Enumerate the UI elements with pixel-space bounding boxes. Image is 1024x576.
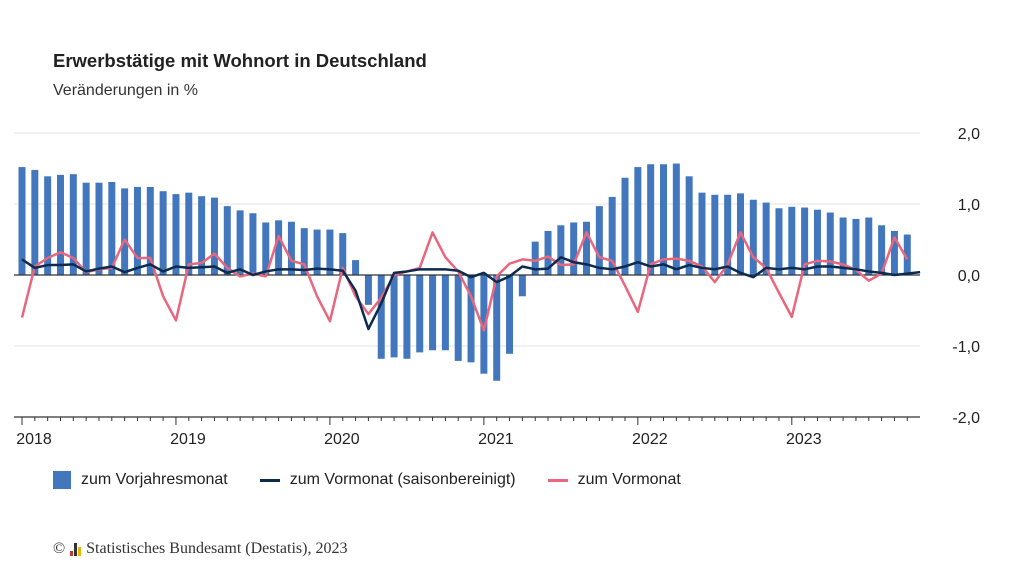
x-tick-label: 2023 [786,431,822,448]
chart-title: Erwerbstätige mit Wohnort in Deutschland [53,50,427,71]
bar [108,181,116,275]
bar [711,194,719,275]
bar [377,275,385,359]
x-tick-label: 2018 [16,431,52,448]
y-tick-label: 0,0 [958,268,980,285]
bar [236,210,244,275]
bar [198,196,206,275]
bar [647,164,655,275]
legend-item-vormonat[interactable]: zum Vormonat [547,471,681,489]
bar [56,174,64,275]
bar [570,222,578,275]
legend-item-saisonbereinigt[interactable]: zum Vormonat (saisonbereinigt) [259,471,516,489]
bar [339,233,347,275]
bar [634,167,642,275]
bar [416,275,424,353]
source-text: Statistisches Bundesamt (Destatis), 2023 [86,540,348,557]
bar [210,197,218,275]
bar [660,164,667,275]
bar [82,182,90,275]
bar [890,230,898,275]
line-vormonat [20,231,909,332]
bar [762,202,770,275]
bar [429,275,437,351]
bar [788,206,796,275]
bar [621,177,629,275]
legend-swatch-line [259,478,280,482]
bar [185,192,193,275]
bar [262,222,270,275]
bar [480,275,488,374]
chart-subtitle: Veränderungen in % [53,82,198,99]
bar [133,186,141,275]
bar [865,217,873,275]
copyright-symbol: © [53,540,66,557]
bar [608,196,616,275]
bar [749,199,757,275]
bar [467,275,475,363]
bar [441,275,449,351]
bar [801,207,809,275]
bar [44,176,52,275]
bar [287,221,295,275]
bar [903,234,911,275]
legend-swatch-line [547,478,568,482]
legend-item-vorjahresmonat[interactable]: zum Vorjahresmonat [53,471,228,489]
bar [31,169,39,275]
bar [583,221,591,275]
bar [544,230,552,275]
bar [69,174,77,275]
bar [839,217,847,275]
bar [493,275,501,381]
source-footer: © Statistisches Bundesamt (Destatis), 20… [53,540,347,558]
line-saisonbereinigt [21,256,921,331]
bar [390,275,398,358]
y-tick-label: 1,0 [958,197,980,214]
bar [300,228,308,275]
y-tick-label: 2,0 [958,126,980,143]
bar [557,225,565,275]
bar [249,213,257,275]
bar [313,229,321,275]
legend-label: zum Vormonat (saisonbereinigt) [289,471,516,488]
bar [595,206,603,275]
legend-swatch-bar [53,471,71,489]
bar [506,275,514,354]
bar [672,163,680,275]
y-tick-label: -2,0 [952,410,980,427]
legend: zum Vorjahresmonat zum Vormonat (saisonb… [53,471,713,489]
bar [352,260,360,275]
destatis-logo-icon [70,542,82,556]
bar [146,186,154,275]
bar [852,218,860,275]
bar [403,275,411,359]
bar [813,209,821,275]
x-tick-label: 2022 [632,431,668,448]
bar [878,225,886,275]
bar [518,275,526,297]
bar [159,191,167,275]
bar [18,167,26,275]
x-tick-label: 2020 [324,431,360,448]
bar [364,275,372,305]
bar [121,188,129,275]
bar [698,192,706,275]
bar [172,194,180,275]
bar [454,275,462,361]
bar [326,229,334,275]
legend-label: zum Vorjahresmonat [81,471,228,488]
bar [724,194,732,275]
bar [275,220,283,275]
bar [95,182,103,275]
bar [826,212,834,275]
y-tick-label: -1,0 [952,339,980,356]
x-tick-label: 2021 [478,431,514,448]
bar [775,208,783,275]
bar [531,241,539,275]
bar [223,206,231,275]
x-tick-label: 2019 [170,431,206,448]
bar [685,176,693,275]
legend-label: zum Vormonat [577,471,681,488]
